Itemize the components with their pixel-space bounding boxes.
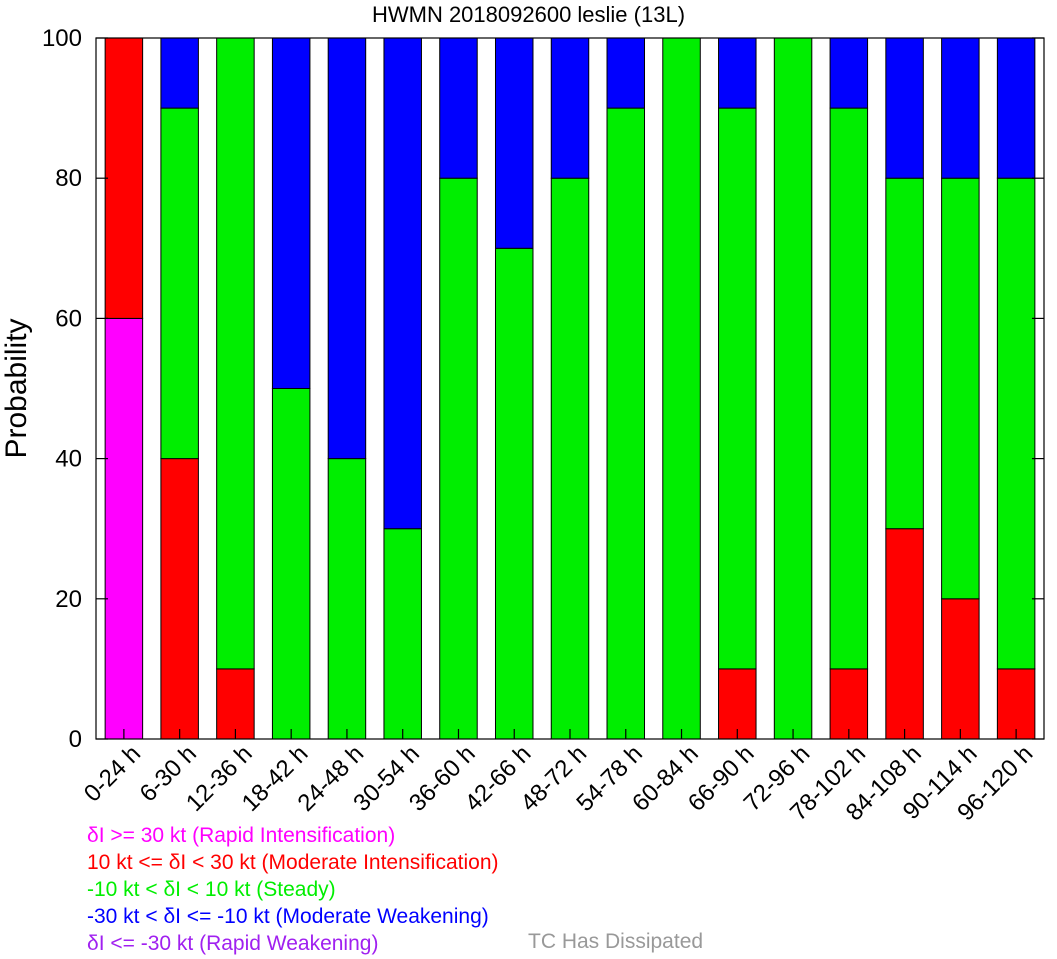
bar-segment-5-2 — [383, 528, 422, 740]
bar-segment-11-3 — [718, 37, 757, 109]
chart-title: HWMN 2018092600 leslie (13L) — [371, 2, 686, 27]
bar-segment-15-3 — [941, 37, 980, 179]
bar-segment-16-2 — [996, 177, 1036, 670]
legend-item: 10 kt <= δI < 30 kt (Moderate Intensific… — [87, 851, 499, 874]
bar-segment-14-1 — [885, 528, 924, 740]
bar-segment-3-2 — [271, 388, 311, 740]
bar-segment-8-3 — [550, 37, 590, 179]
y-tick-label: 80 — [55, 165, 82, 192]
y-tick-label: 40 — [55, 446, 82, 473]
bar-segment-9-3 — [606, 37, 646, 109]
bar-segment-5-3 — [383, 37, 422, 530]
bar-segment-2-1 — [216, 668, 255, 740]
y-tick-label: 100 — [42, 25, 82, 52]
bar-segment-0-1 — [104, 37, 144, 319]
bar-segment-7-2 — [494, 247, 534, 740]
bar-segment-1-3 — [160, 37, 199, 109]
legend-item: δI >= 30 kt (Rapid Intensification) — [87, 824, 396, 847]
bar-segment-3-3 — [271, 37, 311, 389]
bar-segment-13-2 — [829, 107, 869, 670]
legend-item: -10 kt < δI < 10 kt (Steady) — [87, 878, 336, 901]
y-axis-label: Probability — [0, 318, 33, 458]
legend: δI >= 30 kt (Rapid Intensification) 10 kt… — [87, 822, 499, 957]
bar-segment-10-2 — [662, 37, 701, 740]
bar-segment-11-1 — [718, 668, 757, 740]
bar-segment-9-2 — [606, 107, 646, 740]
y-tick-label: 20 — [55, 586, 82, 613]
y-tick-label: 0 — [69, 726, 82, 753]
bar-segment-7-3 — [494, 37, 534, 249]
bar-segment-13-3 — [829, 37, 869, 109]
bar-segment-2-2 — [216, 37, 255, 670]
bar-segment-15-2 — [941, 177, 980, 600]
bar-segment-0-0 — [104, 317, 144, 740]
dissipated-label: TC Has Dissipated — [528, 930, 704, 953]
bar-segment-4-3 — [327, 37, 367, 460]
bar-segment-16-1 — [996, 668, 1036, 740]
bar-segment-13-1 — [829, 668, 869, 740]
x-tick-label: 0-24 h — [79, 740, 146, 807]
bar-segment-12-2 — [773, 37, 813, 740]
bar-segment-16-3 — [996, 37, 1036, 179]
bar-segment-4-2 — [327, 458, 367, 740]
legend-item: δI <= -30 kt (Rapid Weakening) — [87, 932, 379, 955]
bar-segment-8-2 — [550, 177, 590, 740]
bar-segment-6-2 — [439, 177, 478, 740]
bar-segment-11-2 — [718, 107, 757, 670]
bar-segment-1-2 — [160, 107, 199, 460]
y-tick-label: 60 — [55, 305, 82, 332]
bar-segment-15-1 — [941, 598, 980, 740]
bar-segment-14-2 — [885, 177, 924, 530]
legend-item: -30 kt < δI <= -10 kt (Moderate Weakenin… — [87, 905, 489, 928]
bar-segment-1-1 — [160, 458, 199, 740]
bar-segment-14-3 — [885, 37, 924, 179]
bar-segment-6-3 — [439, 37, 478, 179]
